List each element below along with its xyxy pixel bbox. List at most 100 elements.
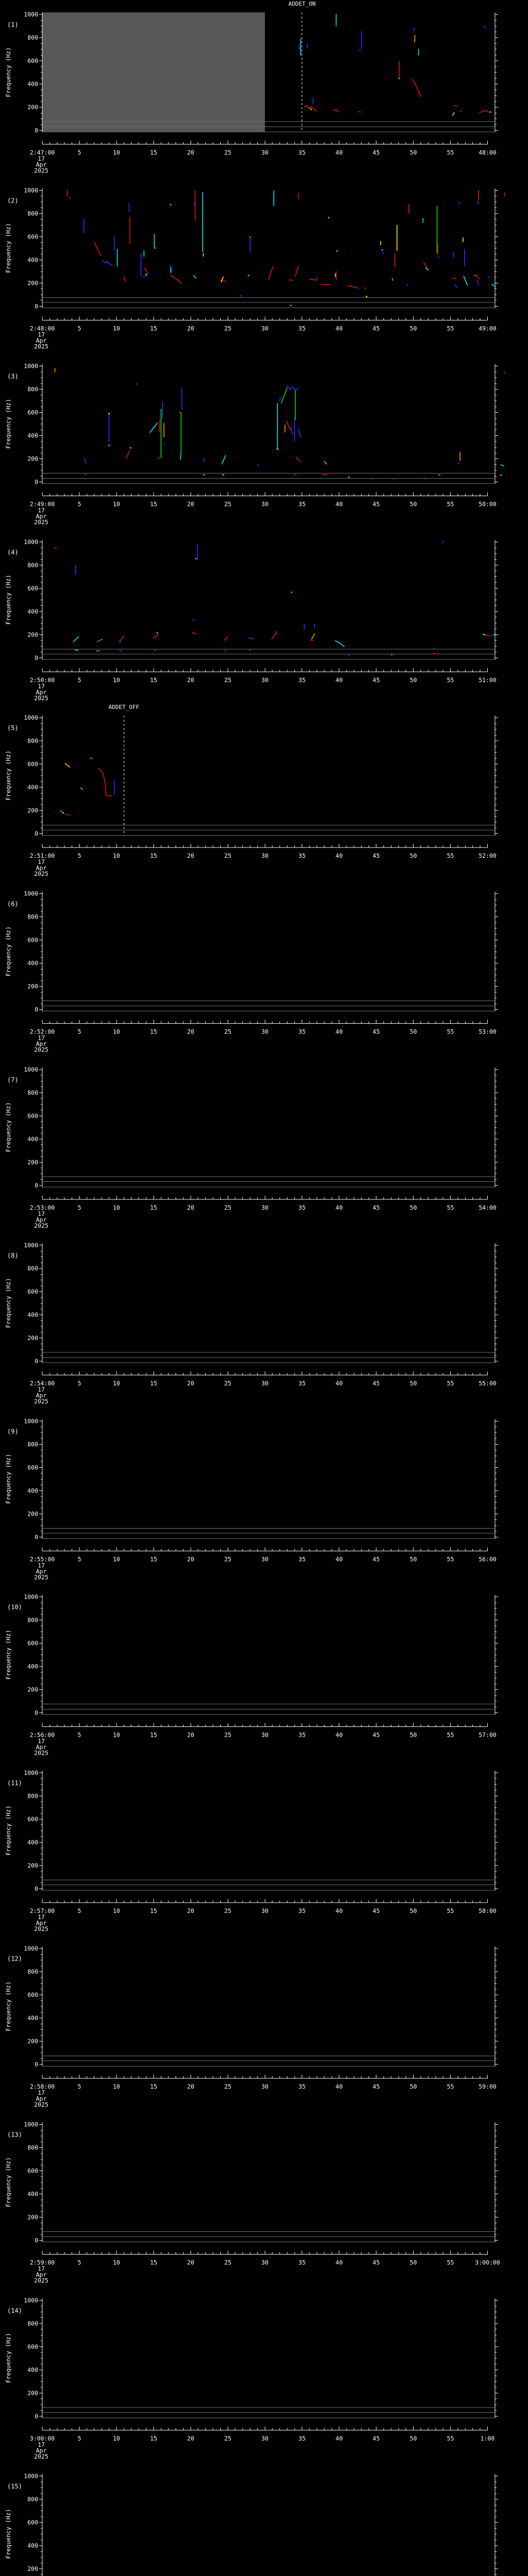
x-end-time-label: 54:00: [478, 1204, 497, 1211]
trace-segment: [486, 635, 490, 637]
date-label-line: 17: [38, 1034, 45, 1041]
date-label-line: 17: [38, 1386, 45, 1393]
x-tick-label: 55: [447, 2083, 454, 2090]
x-tick-label: 35: [299, 676, 306, 684]
y-tick-label: 1000: [24, 1066, 38, 1073]
date-label-line: 17: [38, 2089, 45, 2096]
trace-segment: [304, 105, 317, 112]
date-label-line: 2025: [34, 1750, 48, 1757]
trace-point: [203, 474, 205, 476]
y-tick-label: 1000: [24, 1945, 38, 1952]
y-tick-label: 600: [27, 233, 38, 240]
y-tick-label: 200: [27, 631, 38, 638]
y-tick-label: 600: [27, 57, 38, 64]
y-tick-label: 800: [27, 1792, 38, 1800]
y-tick-label: 200: [27, 2389, 38, 2397]
trace-point: [489, 111, 491, 113]
y-axis-title: Frequency (Hz): [5, 47, 12, 97]
x-tick-label: 45: [373, 149, 380, 156]
y-tick-label: 0: [35, 654, 38, 662]
trace-segment: [324, 461, 327, 465]
x-tick-label: 25: [224, 2435, 232, 2442]
x-tick-label: 55: [447, 1028, 454, 1035]
date-label-line: Apr: [36, 2271, 47, 2278]
x-tick-label: 15: [150, 1028, 157, 1035]
trace-segment: [335, 640, 345, 647]
trace-segment: [220, 276, 224, 282]
date-label-line: Apr: [36, 161, 47, 168]
trace-point: [348, 655, 350, 657]
x-tick-label: 5: [78, 676, 81, 684]
trace-point: [328, 217, 329, 219]
x-tick-label: 40: [336, 676, 343, 684]
x-tick-label: 50: [410, 1028, 417, 1035]
x-tick-label: 5: [78, 2259, 81, 2266]
date-label-line: 17: [38, 1738, 45, 1745]
trace-segment: [64, 814, 68, 816]
x-tick-label: 50: [410, 1204, 417, 1211]
panel-number-label: (8): [7, 1252, 19, 1259]
x-tick-label: 5: [78, 149, 81, 156]
detection-traces: [60, 757, 115, 817]
event-label: ADDET_OFF: [108, 704, 139, 710]
x-tick-label: 50: [410, 501, 417, 508]
trace-segment: [412, 79, 421, 97]
x-tick-label: 40: [336, 1204, 343, 1211]
y-tick-label: 1000: [24, 1769, 38, 1776]
spectrogram-panel-11: 0 200 400 600 800 1000 Frequency (Hz) (11) 5 10 15…: [5, 1769, 498, 1933]
trace-point: [406, 284, 408, 286]
x-tick-label: 15: [150, 676, 157, 684]
trace-segment: [309, 108, 312, 110]
x-tick-label: 25: [224, 501, 232, 508]
x-tick-label: 45: [373, 1555, 380, 1563]
trace-point: [423, 478, 425, 480]
x-tick-label: 15: [150, 149, 157, 156]
date-label-line: 2025: [34, 2101, 48, 2108]
date-label-line: 2025: [34, 1398, 48, 1405]
trace-segment: [203, 457, 206, 462]
x-tick-label: 55: [447, 1380, 454, 1387]
x-tick-label: 40: [336, 2083, 343, 2090]
date-label-line: Apr: [36, 2447, 47, 2454]
trace-segment: [454, 284, 458, 288]
y-tick-label: 0: [35, 2413, 38, 2420]
y-tick-label: 0: [35, 1709, 38, 1717]
x-tick-label: 55: [447, 325, 454, 332]
x-tick-label: 15: [150, 1907, 157, 1914]
x-tick-label: 15: [150, 325, 157, 332]
trace-point: [391, 654, 393, 656]
time-axis: [42, 1723, 488, 1727]
date-label-line: 2025: [34, 2453, 48, 2460]
date-label-line: 17: [38, 155, 45, 162]
time-axis: [42, 492, 488, 497]
spectrogram-panel-1: 0 200 400 600 800 1000 Frequency (Hz) (1) 5 10 15 2…: [5, 1, 498, 174]
frequency-axis: [39, 539, 498, 660]
x-tick-label: 55: [447, 501, 454, 508]
trace-segment: [279, 396, 281, 401]
y-tick-label: 200: [27, 104, 38, 111]
x-end-time-label: 56:00: [478, 1555, 497, 1563]
y-tick-label: 800: [27, 2320, 38, 2327]
y-tick-label: 800: [27, 1089, 38, 1096]
y-tick-label: 1000: [24, 363, 38, 370]
panel-number-label: (9): [7, 1428, 19, 1435]
y-tick-label: 400: [27, 432, 38, 439]
y-tick-label: 400: [27, 959, 38, 967]
detection-traces: [54, 541, 495, 657]
y-tick-label: 600: [27, 409, 38, 416]
date-label-line: 17: [38, 1913, 45, 1921]
x-tick-label: 55: [447, 1907, 454, 1914]
panel-number-label: (12): [7, 1955, 22, 1962]
x-tick-label: 30: [261, 1204, 269, 1211]
trace-segment: [171, 275, 179, 280]
x-tick-label: 50: [410, 2435, 417, 2442]
x-tick-label: 5: [78, 501, 81, 508]
y-axis-title: Frequency (Hz): [5, 1981, 12, 2031]
x-tick-label: 30: [261, 676, 269, 684]
x-tick-label: 25: [224, 2259, 232, 2266]
x-tick-label: 20: [187, 2259, 194, 2266]
date-label-line: 2025: [34, 1925, 48, 1933]
x-tick-label: 5: [78, 1028, 81, 1035]
trace-segment: [295, 456, 300, 461]
